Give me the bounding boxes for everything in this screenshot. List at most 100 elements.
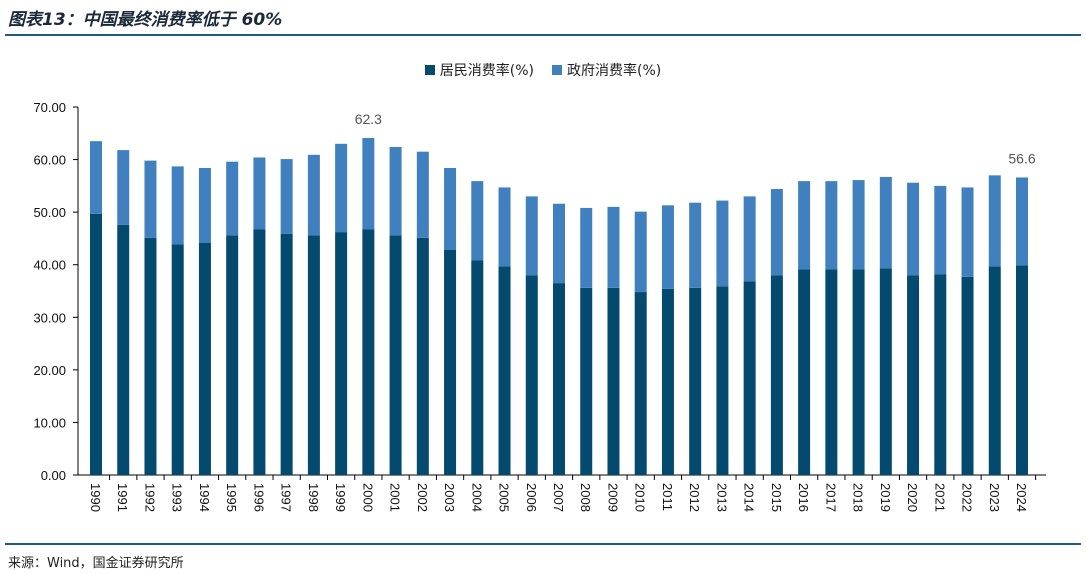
bar-government xyxy=(171,166,184,245)
x-tick-label: 2002 xyxy=(415,483,430,512)
bar-government xyxy=(525,196,538,276)
x-tick-label: 2021 xyxy=(932,483,947,512)
bar-government xyxy=(280,159,293,234)
bar-household xyxy=(689,287,702,475)
bar-government xyxy=(661,205,674,289)
bar-household xyxy=(389,235,402,475)
x-tick-label: 2011 xyxy=(660,483,675,511)
bar-government xyxy=(144,160,157,238)
y-tick-label: 30.00 xyxy=(33,310,66,325)
bar-household xyxy=(907,275,920,475)
x-tick-label: 2022 xyxy=(960,483,975,512)
bar-government xyxy=(198,167,211,243)
x-tick-label: 2020 xyxy=(905,483,920,512)
bar-household xyxy=(144,237,157,475)
bar-household xyxy=(525,275,538,475)
bar-household xyxy=(117,224,130,475)
bar-government xyxy=(416,151,429,238)
bar-government xyxy=(825,181,838,270)
bar-household xyxy=(825,269,838,475)
x-tick-label: 2014 xyxy=(742,483,757,512)
x-tick-label: 2013 xyxy=(714,483,729,512)
legend-household: 居民消费率(%) xyxy=(424,60,534,80)
x-tick-label: 2010 xyxy=(633,483,648,512)
y-tick-label: 0.00 xyxy=(41,468,66,483)
y-tick-label: 10.00 xyxy=(33,415,66,430)
bar-household xyxy=(226,235,239,475)
x-tick-label: 2015 xyxy=(769,483,784,512)
bar-government xyxy=(253,157,266,230)
x-tick-label: 2006 xyxy=(524,483,539,512)
bar-household xyxy=(607,287,620,475)
legend-label-government: 政府消费率(%) xyxy=(567,63,662,79)
x-tick-label: 1997 xyxy=(279,483,294,512)
x-tick-label: 1992 xyxy=(142,483,157,512)
x-tick-label: 2009 xyxy=(605,483,620,512)
y-tick-label: 50.00 xyxy=(33,205,66,220)
x-tick-label: 2007 xyxy=(551,483,566,512)
bar-government xyxy=(498,187,511,267)
bar-household xyxy=(988,266,1001,475)
x-tick-label: 1991 xyxy=(115,483,130,512)
x-tick-label: 2003 xyxy=(442,483,457,512)
x-tick-label: 1995 xyxy=(224,483,239,512)
data-label: 56.6 xyxy=(1008,150,1035,166)
y-tick-label: 20.00 xyxy=(33,363,66,378)
bar-government xyxy=(770,189,783,276)
bar-household xyxy=(634,292,647,475)
bar-government xyxy=(1016,177,1028,266)
x-tick-label: 1994 xyxy=(197,483,212,512)
bar-government xyxy=(716,200,729,287)
bar-government xyxy=(689,202,702,288)
bar-household xyxy=(471,260,484,475)
legend-swatch-government xyxy=(552,65,562,75)
bar-government xyxy=(934,185,947,275)
bar-government xyxy=(852,180,865,270)
x-tick-label: 2019 xyxy=(878,483,893,512)
bar-government xyxy=(117,150,130,225)
bar-household xyxy=(90,213,102,475)
legend-government: 政府消费率(%) xyxy=(552,60,661,80)
bar-household xyxy=(362,229,375,475)
bar-government xyxy=(988,175,1001,267)
x-tick-label: 1998 xyxy=(306,483,321,512)
legend-label-household: 居民消费率(%) xyxy=(439,63,534,79)
bar-government xyxy=(307,154,320,236)
bar-household xyxy=(498,266,511,475)
bar-household xyxy=(553,283,565,475)
x-tick-label: 2016 xyxy=(796,483,811,512)
x-tick-label: 2000 xyxy=(360,483,375,512)
bar-government xyxy=(553,203,565,284)
bar-household xyxy=(879,268,892,475)
bar-government xyxy=(580,207,593,288)
bar-household xyxy=(961,276,974,475)
bar-government xyxy=(90,141,102,214)
bar-government xyxy=(362,138,375,230)
bar-government xyxy=(444,167,457,250)
data-label: 62.3 xyxy=(355,111,382,127)
x-tick-label: 2017 xyxy=(823,483,838,512)
bar-household xyxy=(580,287,593,475)
bar-household xyxy=(444,249,457,475)
bar-government xyxy=(335,143,348,233)
bar-government xyxy=(798,181,811,270)
legend-swatch-household xyxy=(424,65,435,75)
x-tick-label: 2001 xyxy=(388,483,403,512)
bar-government xyxy=(961,187,974,277)
bottom-rule xyxy=(5,543,1081,545)
bar-household xyxy=(661,288,674,475)
bar-government xyxy=(471,181,484,261)
bar-household xyxy=(934,274,947,475)
bar-household xyxy=(307,235,320,475)
bar-household xyxy=(770,275,783,475)
bar-household xyxy=(253,229,266,475)
bar-household xyxy=(852,269,865,475)
source-note: 来源：Wind，国金证券研究所 xyxy=(8,556,184,571)
bar-government xyxy=(879,176,892,269)
bar-government xyxy=(634,211,647,293)
bar-household xyxy=(798,269,811,475)
bar-household xyxy=(416,237,429,475)
bar-household xyxy=(280,233,293,475)
